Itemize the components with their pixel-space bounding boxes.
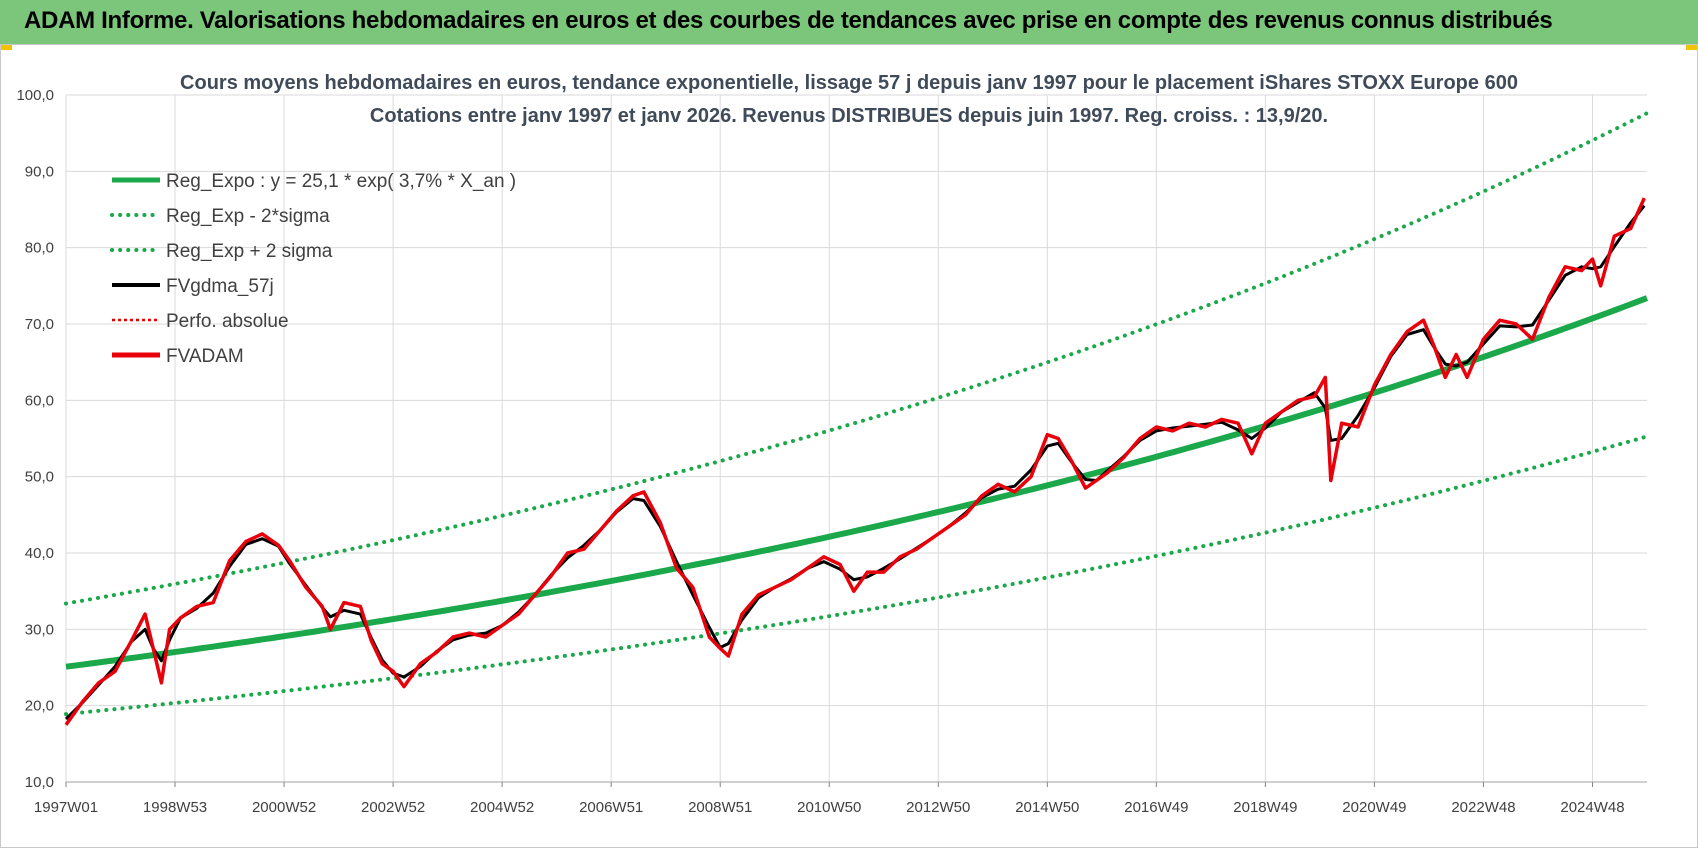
x-axis-ticks: 1997W01 1998W53 2000W52 2002W52 2004W52 2006W…	[34, 799, 1625, 816]
chart-title-line2: Cotations entre janv 1997 et janv 2026. …	[370, 105, 1328, 127]
report-banner: ADAM Informe. Valorisations hebdomadaire…	[0, 0, 1698, 45]
y-tick-label: 30,0	[25, 621, 54, 638]
y-tick-label: 80,0	[25, 240, 54, 257]
series-reg-expo	[65, 295, 1649, 670]
y-tick-label: 10,0	[25, 774, 54, 791]
x-tick-label: 2022W48	[1451, 799, 1515, 816]
legend-label: Perfo. absolue	[166, 311, 289, 332]
legend-label: Reg_Expo : y = 25,1 * exp( 3,7% * X_an )	[166, 171, 516, 192]
legend-label: FVgdma_57j	[166, 276, 274, 297]
x-tick-label: 2010W50	[797, 799, 861, 816]
x-tick-label: 1998W53	[143, 799, 207, 816]
y-tick-label: 100,0	[16, 87, 54, 104]
legend: Reg_Expo : y = 25,1 * exp( 3,7% * X_an )…	[110, 171, 516, 367]
x-tick-label: 2012W50	[906, 799, 970, 816]
y-tick-label: 70,0	[25, 316, 54, 333]
x-tick-label: 2002W52	[361, 799, 425, 816]
x-tick-label: 2020W49	[1342, 799, 1406, 816]
y-tick-label: 40,0	[25, 545, 54, 562]
x-tick-label: 1997W01	[34, 799, 98, 816]
series-reg-exp-minus-2-sigma	[64, 434, 1649, 717]
x-tick-label: 2018W49	[1233, 799, 1297, 816]
x-tick-label: 2000W52	[252, 799, 316, 816]
x-tick-label: 2014W50	[1015, 799, 1079, 816]
x-tick-label: 2008W51	[688, 799, 752, 816]
y-tick-label: 60,0	[25, 392, 54, 409]
report-title: ADAM Informe. Valorisations hebdomadaire…	[24, 7, 1553, 34]
legend-label: Reg_Exp + 2 sigma	[166, 241, 333, 262]
legend-label: FVADAM	[166, 346, 244, 367]
grid-lines	[65, 94, 1647, 787]
series-reg-exp-plus-2-sigma	[64, 111, 1649, 606]
series-fvgdma-57j	[64, 204, 1646, 721]
x-tick-label: 2024W48	[1560, 799, 1624, 816]
x-tick-label: 2016W49	[1124, 799, 1188, 816]
corner-marker-right	[1686, 44, 1698, 50]
y-tick-label: 90,0	[25, 163, 54, 180]
chart-title-line1: Cours moyens hebdomadaires en euros, ten…	[180, 72, 1518, 94]
series-layer	[64, 111, 1649, 726]
x-tick-label: 2006W51	[579, 799, 643, 816]
y-tick-label: 50,0	[25, 469, 54, 486]
corner-marker-left	[0, 44, 12, 50]
y-axis-ticks: 10,0 20,0 30,0 40,0 50,0 60,0 70,0 80,0 90,0 100,…	[16, 87, 54, 791]
y-tick-label: 20,0	[25, 698, 54, 715]
x-tick-label: 2004W52	[470, 799, 534, 816]
series-fvadam	[64, 197, 1646, 726]
legend-label: Reg_Exp - 2*sigma	[166, 206, 330, 227]
